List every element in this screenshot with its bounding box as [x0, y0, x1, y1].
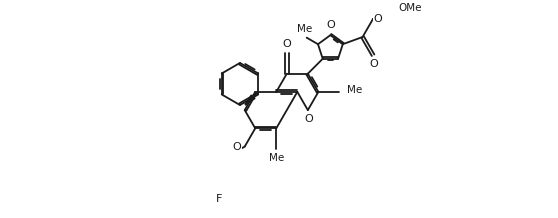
Text: Me: Me	[347, 85, 362, 95]
Text: O: O	[374, 14, 383, 24]
Text: O: O	[326, 20, 335, 31]
Text: O: O	[282, 39, 291, 49]
Text: Me: Me	[268, 153, 284, 164]
Text: O: O	[370, 59, 378, 69]
Text: O: O	[232, 142, 240, 152]
Text: F: F	[216, 194, 223, 204]
Text: OMe: OMe	[399, 3, 422, 13]
Text: Me: Me	[297, 24, 312, 34]
Text: O: O	[304, 114, 313, 124]
